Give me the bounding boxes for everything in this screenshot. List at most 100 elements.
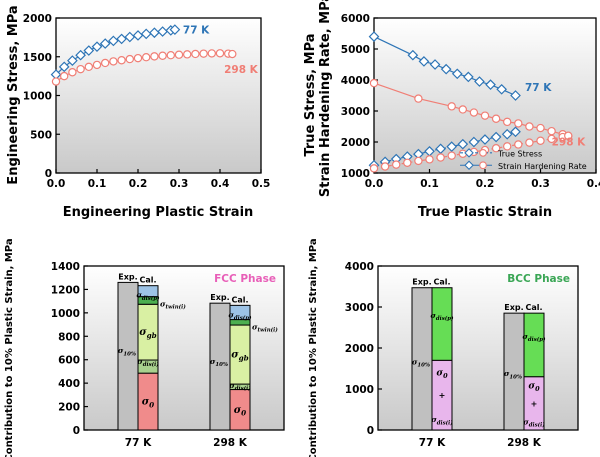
data-point — [479, 134, 491, 145]
data-point — [440, 63, 452, 75]
series-label-77k: 77 K — [183, 25, 210, 37]
data-point — [469, 108, 479, 117]
y-tick-label: 500 — [30, 129, 52, 141]
data-point — [414, 156, 423, 166]
x-axis-title: Engineering Plastic Strain — [63, 205, 254, 220]
sigma-dis-i-label: σdis(i) — [229, 381, 251, 392]
y-tick-label: 4000 — [345, 261, 374, 273]
data-point — [425, 155, 434, 164]
data-point — [436, 153, 445, 162]
cal-bar-label: Cal. — [525, 303, 542, 312]
data-point — [564, 131, 573, 140]
data-point — [451, 68, 463, 80]
exp-bar-label: Exp. — [412, 278, 431, 287]
data-point — [514, 119, 523, 128]
data-point — [547, 126, 556, 136]
data-point — [392, 160, 401, 169]
data-point — [463, 71, 474, 83]
y-axis-title-line-2: Strain Hardening Rate, MPa — [318, 0, 333, 197]
data-point — [174, 50, 184, 59]
data-point — [547, 134, 556, 144]
legend-entry: Strain Hardening Rate — [498, 162, 587, 171]
x-tick-label: 0.2 — [129, 178, 148, 190]
data-point — [133, 53, 143, 63]
data-point — [491, 114, 501, 123]
y-axis-title: Engineering Stress, MPa — [6, 5, 21, 184]
data-point — [125, 54, 135, 64]
sigma-10-label: σ10% — [118, 346, 136, 357]
data-point — [76, 64, 85, 74]
y-tick-label: 1000 — [51, 308, 80, 320]
y-tick-label: 200 — [58, 402, 80, 414]
legend-entry: True Stress — [497, 149, 542, 158]
true-stress-chart: 0.0 0.1 0.2 0.3 0.4 1000 2000 3000 4000 5000 6000 7… — [303, 0, 600, 220]
data-point — [429, 59, 441, 70]
data-point — [117, 56, 126, 65]
data-point — [510, 90, 521, 101]
data-point — [480, 111, 490, 120]
y-axis-title: Contribution to 10% Plastic Strain, MPa — [308, 238, 319, 457]
plot-area — [55, 17, 262, 174]
y-axis-title-line-1: True Stress, MPa — [303, 33, 318, 156]
legend-circle — [479, 161, 487, 170]
category-label: 298 K — [507, 437, 542, 449]
sigma-0-label: σ0 — [436, 369, 448, 381]
y-tick-label: 600 — [58, 355, 80, 367]
data-point — [446, 141, 458, 152]
sigma-gb-label: σgb — [139, 327, 156, 340]
x-tick-label: 0.1 — [88, 178, 107, 190]
data-point — [191, 49, 200, 59]
data-point — [51, 77, 61, 86]
x-tick-label: 0.4 — [587, 178, 600, 190]
sigma-dis-p-label: σdis(p) — [228, 310, 252, 321]
data-point — [369, 78, 379, 88]
stack-segment — [229, 304, 251, 321]
y-tick-label: 2000 — [345, 343, 374, 355]
data-point — [215, 49, 225, 58]
data-point — [182, 50, 192, 59]
data-point — [496, 83, 507, 95]
data-point — [447, 102, 456, 111]
y-tick-label: 6000 — [341, 13, 370, 25]
data-point — [109, 57, 118, 66]
data-point — [407, 49, 419, 61]
data-point — [75, 49, 86, 61]
data-point — [199, 49, 208, 58]
data-point — [414, 94, 423, 103]
data-point — [67, 55, 78, 66]
data-point — [514, 140, 523, 149]
legend-circle — [479, 149, 487, 157]
data-point — [91, 41, 103, 53]
cal-bar-label: Cal. — [231, 295, 248, 304]
sigma-0-label: σ0 — [528, 381, 540, 393]
exp-bar-label: Exp. — [210, 293, 229, 302]
data-point — [458, 105, 467, 114]
x-tick-label: 0.0 — [365, 178, 384, 190]
y-tick-label: 1400 — [51, 261, 80, 273]
y-tick-label: 3000 — [341, 106, 370, 118]
series-label-298k: 298 K — [224, 64, 259, 76]
data-point — [468, 136, 480, 148]
data-point — [474, 76, 485, 87]
data-point — [418, 56, 430, 67]
data-point — [116, 33, 127, 45]
y-tick-label: 1000 — [341, 168, 370, 180]
data-point — [207, 49, 216, 58]
data-point — [157, 26, 168, 37]
exp-bar-label: Exp. — [118, 272, 137, 281]
data-point — [368, 31, 380, 42]
x-tick-label: 0.1 — [420, 178, 439, 190]
sigma-dis-p-label: σdis(p) — [430, 311, 454, 322]
sigma-twin-label: σtwin(i) — [252, 323, 278, 334]
sigma-10-label: σ10% — [210, 357, 228, 368]
y-axis-title: Contribution to 10% Plastic Strain, MPa — [4, 238, 15, 457]
data-point — [58, 61, 70, 73]
stack-segment — [523, 312, 545, 378]
data-point — [228, 49, 237, 59]
data-point — [457, 138, 469, 150]
sigma-10-label: σ10% — [412, 358, 430, 369]
data-point — [536, 123, 545, 133]
y-tick-label: 800 — [58, 331, 80, 343]
data-point — [100, 58, 110, 68]
